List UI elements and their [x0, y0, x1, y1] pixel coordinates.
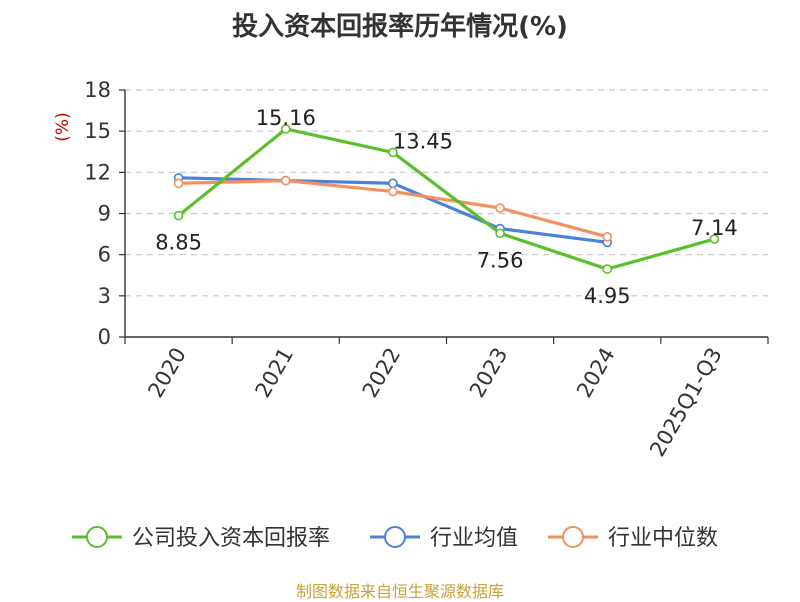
y-axis-label: (%): [53, 112, 73, 141]
x-tick-label-5: 2025Q1-Q3: [645, 344, 727, 461]
grid-lines: [125, 89, 768, 297]
data-label-3: 7.56: [477, 248, 524, 272]
y-tick-label-2: 6: [98, 243, 111, 267]
legend-marker-2: [562, 526, 584, 548]
x-tick-label-4: 2024: [572, 344, 620, 402]
data-label-4: 4.95: [584, 284, 631, 308]
data-labels: 8.85 15.16 13.45 7.56 4.95 7.14: [155, 106, 738, 308]
series-line-0: [177, 127, 715, 271]
legend-marker-1: [384, 526, 406, 548]
y-tick-label-1: 3: [98, 284, 111, 308]
x-tick-label-2: 2022: [358, 344, 406, 402]
series-lines: [173, 124, 720, 274]
chart-title: 投入资本回报率历年情况(%): [232, 12, 568, 42]
series-2-point-0: [173, 178, 184, 189]
series-0-point-3: [495, 228, 505, 239]
legend-marker-0: [86, 526, 108, 548]
series-0-point-5: [709, 234, 720, 244]
legend-label-2: 行业中位数: [608, 526, 718, 551]
series-2-point-4: [602, 232, 613, 242]
x-tick-label-0: 2020: [143, 344, 191, 402]
legend-label-1: 行业均值: [430, 526, 518, 551]
data-label-0: 8.85: [155, 231, 202, 255]
x-tick-label-3: 2023: [465, 344, 513, 402]
data-label-1: 15.16: [256, 106, 316, 130]
series-1-point-2: [388, 178, 398, 189]
y-tick-label-5: 15: [84, 119, 111, 143]
data-label-5: 7.14: [691, 216, 738, 240]
series-2-point-3: [495, 203, 505, 213]
y-tick-label-6: 18: [84, 78, 111, 102]
series-2-point-1: [280, 175, 291, 186]
y-tick-label-4: 12: [84, 160, 111, 184]
series-0-point-0: [173, 210, 184, 221]
series-0-point-1: [280, 124, 291, 134]
series-2-point-2: [388, 186, 398, 197]
y-tick-label-3: 9: [98, 202, 111, 226]
data-source: 制图数据来自恒生聚源数据库: [295, 582, 504, 601]
series-0-point-4: [602, 264, 613, 274]
legend-label-0: 公司投入资本回报率: [132, 526, 330, 551]
series-0-point-2: [388, 147, 398, 158]
data-label-2: 13.45: [393, 129, 453, 153]
legend: 公司投入资本回报率 行业均值 行业中位数: [72, 526, 718, 551]
y-tick-label-0: 0: [98, 325, 111, 349]
x-tick-label-1: 2021: [251, 344, 299, 402]
